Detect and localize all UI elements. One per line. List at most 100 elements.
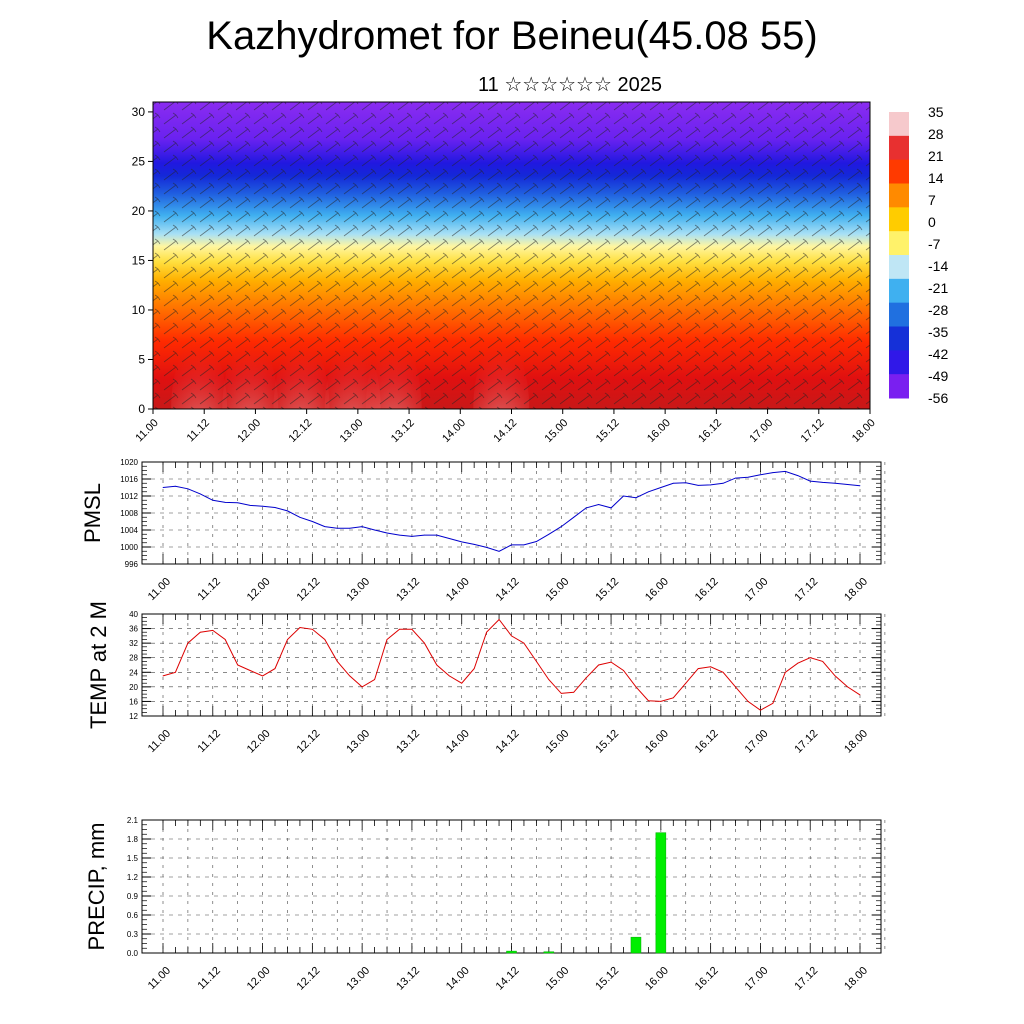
y-axis-label: TEMP at 2 M	[86, 601, 111, 729]
data-point	[560, 693, 562, 694]
x-tick-label: 13.12	[394, 576, 422, 604]
data-point	[224, 639, 226, 640]
x-tick-label: 15.00	[543, 965, 571, 993]
colorbar-segment	[889, 159, 909, 184]
x-tick-label: 14.12	[494, 728, 522, 756]
data-point	[224, 501, 226, 503]
y-tick-label: 2.1	[127, 816, 139, 825]
x-tick-label: 17.12	[792, 576, 820, 604]
data-point	[187, 488, 189, 490]
x-tick-label: 12.00	[245, 728, 273, 756]
heatmap-x-tick-label: 13.12	[389, 417, 417, 445]
wind-barbs-overlay	[153, 102, 870, 409]
heatmap-x-tick-label: 13.00	[338, 417, 366, 445]
y-tick-label: 1.5	[127, 854, 139, 863]
data-point	[797, 662, 799, 664]
heatmap-x-tick-label: 12.00	[235, 417, 263, 445]
colorbar-segment	[889, 183, 909, 208]
data-point	[760, 709, 761, 711]
y-tick-label: 1004	[120, 526, 138, 535]
data-point	[324, 639, 326, 640]
data-point	[772, 702, 774, 704]
colorbar-segment	[889, 207, 909, 232]
x-tick-label: 18.00	[842, 576, 870, 604]
colorbar-label: -56	[928, 390, 948, 406]
y-tick-label: 28	[129, 654, 138, 663]
x-tick-label: 12.00	[245, 576, 273, 604]
data-point	[535, 541, 537, 542]
data-point	[809, 480, 811, 482]
data-point	[262, 505, 263, 507]
x-tick-label: 12.12	[295, 576, 323, 604]
heatmap-x-tick-label: 11.12	[185, 417, 212, 444]
x-tick-label: 16.12	[693, 576, 721, 604]
y-tick-label: 40	[129, 610, 138, 619]
colorbar-segment	[889, 135, 909, 161]
data-point	[423, 534, 425, 536]
data-point	[374, 679, 375, 680]
data-point	[710, 666, 712, 668]
data-point	[784, 671, 786, 673]
data-point	[772, 472, 774, 474]
x-tick-label: 11.12	[196, 576, 223, 603]
data-point	[847, 484, 848, 485]
y-tick-label: 0.6	[127, 911, 139, 920]
data-point	[523, 642, 525, 644]
data-point	[635, 686, 637, 688]
data-point	[175, 671, 176, 673]
y-tick-label: 1020	[120, 458, 138, 467]
x-tick-label: 15.12	[593, 576, 621, 604]
data-point	[822, 482, 824, 483]
series-line	[162, 470, 861, 552]
colorbar-segment	[889, 326, 909, 351]
data-point	[448, 675, 450, 677]
data-point	[598, 664, 600, 666]
data-point	[399, 628, 400, 630]
data-point	[834, 482, 836, 484]
x-tick-label: 15.12	[593, 965, 621, 993]
data-point	[523, 544, 525, 546]
x-tick-label: 11.12	[196, 728, 223, 755]
data-point	[162, 675, 164, 677]
colorbar-label: -28	[928, 302, 948, 318]
data-point	[336, 527, 338, 529]
x-tick-label: 15.00	[543, 576, 571, 604]
data-point	[660, 701, 662, 702]
data-point	[847, 686, 848, 688]
data-point	[585, 677, 587, 679]
colorbar-segment	[889, 255, 909, 280]
x-tick-label: 17.12	[792, 965, 820, 993]
data-point	[548, 533, 550, 535]
panel-3: 0.0 0.3 0.6 0.9 1.2 1.5 1.8 2.1 11.00 11.12 12.00 1…	[84, 816, 886, 993]
data-point	[448, 538, 450, 539]
colorbar-label: 21	[928, 148, 944, 164]
data-point	[311, 628, 313, 630]
data-point	[299, 627, 301, 628]
data-point	[237, 502, 239, 504]
heatmap-x-tick-label: 18.00	[850, 417, 878, 445]
data-point	[560, 526, 562, 527]
data-point	[237, 664, 239, 666]
data-point	[498, 619, 500, 620]
y-tick-label: 16	[129, 697, 138, 706]
y-tick-label: 32	[129, 639, 138, 648]
heatmap-x-tick-label: 16.12	[696, 417, 724, 445]
x-tick-label: 11.12	[196, 965, 223, 992]
data-point	[573, 516, 575, 518]
heatmap-y-tick-label: 20	[132, 204, 146, 218]
x-tick-label: 17.00	[743, 576, 771, 604]
colorbar-segment	[889, 302, 909, 327]
data-point	[722, 482, 724, 484]
data-point	[511, 544, 512, 546]
data-point	[498, 550, 500, 552]
x-tick-label: 11.00	[146, 728, 173, 755]
x-tick-label: 15.12	[593, 728, 621, 756]
x-tick-label: 17.00	[743, 965, 771, 993]
precip-bar	[543, 951, 555, 954]
x-tick-label: 13.00	[344, 576, 372, 604]
data-point	[648, 700, 649, 702]
colorbar-label: 0	[928, 214, 936, 230]
y-tick-label: 1012	[120, 492, 138, 501]
data-point	[710, 484, 712, 486]
